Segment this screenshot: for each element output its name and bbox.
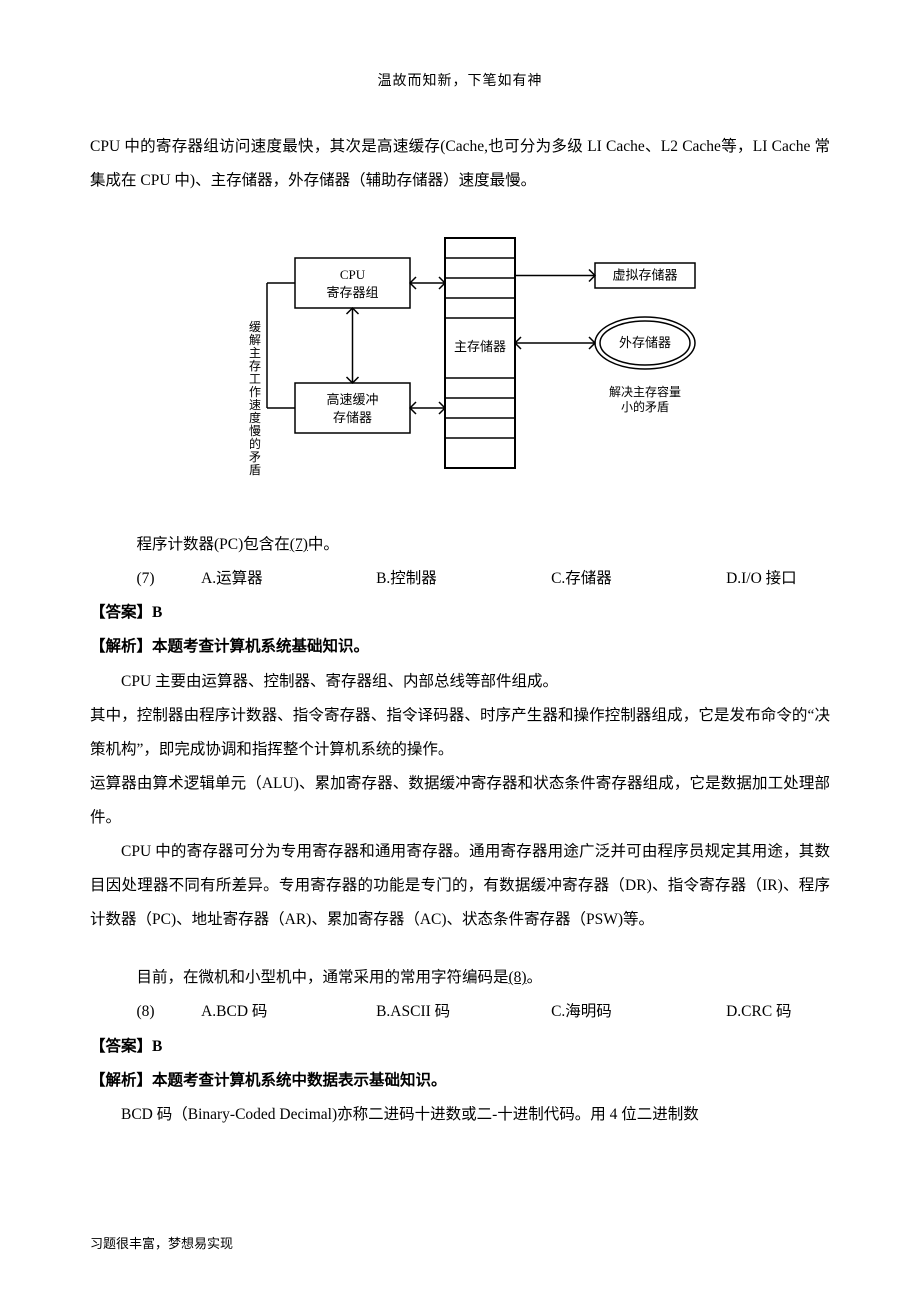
q8-option-c: C.海明码 <box>505 995 680 1029</box>
q7-p4: CPU 中的寄存器可分为专用寄存器和通用寄存器。通用寄存器用途广泛并可由程序员规… <box>90 835 830 937</box>
svg-text:工: 工 <box>249 372 261 386</box>
svg-text:存储器: 存储器 <box>333 410 372 425</box>
svg-text:盾: 盾 <box>249 463 261 477</box>
svg-text:解: 解 <box>249 333 261 347</box>
q7-analysis-head: 【解析】本题考查计算机系统基础知识。 <box>90 630 830 664</box>
q8-option-a: A.BCD 码 <box>155 995 330 1029</box>
svg-text:的: 的 <box>249 436 261 451</box>
svg-text:高速缓冲: 高速缓冲 <box>326 392 378 407</box>
svg-text:外存储器: 外存储器 <box>619 335 671 350</box>
svg-text:度: 度 <box>249 410 261 425</box>
q8-stem: 目前，在微机和小型机中，通常采用的常用字符编码是(8)。 <box>90 961 830 995</box>
q8-analysis-head: 【解析】本题考查计算机系统中数据表示基础知识。 <box>90 1064 830 1098</box>
q8-option-b: B.ASCII 码 <box>330 995 505 1029</box>
q8-stem-prefix: 目前，在微机和小型机中，通常采用的常用字符编码是 <box>137 969 509 986</box>
q7-option-a: A.运算器 <box>155 562 330 596</box>
q7-p3: 运算器由算术逻辑单元（ALU)、累加寄存器、数据缓冲寄存器和状态条件寄存器组成，… <box>90 767 830 835</box>
svg-text:缓: 缓 <box>249 320 261 334</box>
q7-answer: 【答案】B <box>90 596 830 630</box>
q7-option-b: B.控制器 <box>330 562 505 596</box>
q8-blank: (8) <box>509 969 527 986</box>
svg-text:存: 存 <box>249 359 261 373</box>
svg-text:解决主存容量: 解决主存容量 <box>609 384 681 399</box>
page-footer: 习题很丰富，梦想易实现 <box>90 1233 233 1252</box>
q7-options: (7)A.运算器B.控制器C.存储器D.I/O 接口 <box>90 562 830 596</box>
svg-text:慢: 慢 <box>249 424 261 438</box>
q7-option-d: D.I/O 接口 <box>680 562 800 596</box>
q8-answer: 【答案】B <box>90 1030 830 1064</box>
q7-p2: 其中，控制器由程序计数器、指令寄存器、指令译码器、时序产生器和操作控制器组成，它… <box>90 699 830 767</box>
q8-stem-suffix: 。 <box>527 969 543 986</box>
svg-text:主: 主 <box>249 346 261 360</box>
q7-blank: (7) <box>290 536 308 553</box>
q7-option-c: C.存储器 <box>505 562 680 596</box>
intro-paragraph: CPU 中的寄存器组访问速度最快，其次是高速缓存(Cache,也可分为多级 LI… <box>90 130 830 198</box>
page-header: 温故而知新，下笔如有神 <box>90 70 830 90</box>
q7-p1: CPU 主要由运算器、控制器、寄存器组、内部总线等部件组成。 <box>90 665 830 699</box>
svg-text:寄存器组: 寄存器组 <box>326 285 378 300</box>
q7-number: (7) <box>90 562 155 596</box>
q8-number: (8) <box>90 995 155 1029</box>
q8-p1: BCD 码（Binary-Coded Decimal)亦称二进码十进数或二-十进… <box>90 1098 830 1132</box>
memory-hierarchy-diagram: 主存储器 CPU 寄存器组高速缓冲存储器 虚拟存储器外存储器 缓解主存工作速度慢的矛盾 解… <box>90 228 830 488</box>
svg-text:CPU: CPU <box>340 267 366 282</box>
svg-text:作: 作 <box>249 385 261 399</box>
svg-text:速: 速 <box>249 398 261 412</box>
q7-stem-prefix: 程序计数器(PC)包含在 <box>137 536 290 553</box>
svg-text:主存储器: 主存储器 <box>454 339 506 354</box>
q7-stem: 程序计数器(PC)包含在(7)中。 <box>90 528 830 562</box>
q7-stem-suffix: 中。 <box>308 536 339 553</box>
q8-options: (8)A.BCD 码B.ASCII 码C.海明码D.CRC 码 <box>90 995 830 1029</box>
q8-option-d: D.CRC 码 <box>680 995 800 1029</box>
svg-text:虚拟存储器: 虚拟存储器 <box>612 268 677 283</box>
svg-text:矛: 矛 <box>249 450 261 464</box>
svg-text:小的矛盾: 小的矛盾 <box>621 399 669 414</box>
